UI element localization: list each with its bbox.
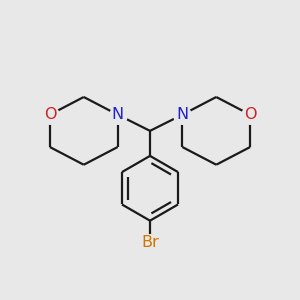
Text: O: O [244,107,256,122]
Text: Br: Br [141,235,159,250]
Text: O: O [44,107,56,122]
Text: N: N [176,107,188,122]
Text: N: N [112,107,124,122]
